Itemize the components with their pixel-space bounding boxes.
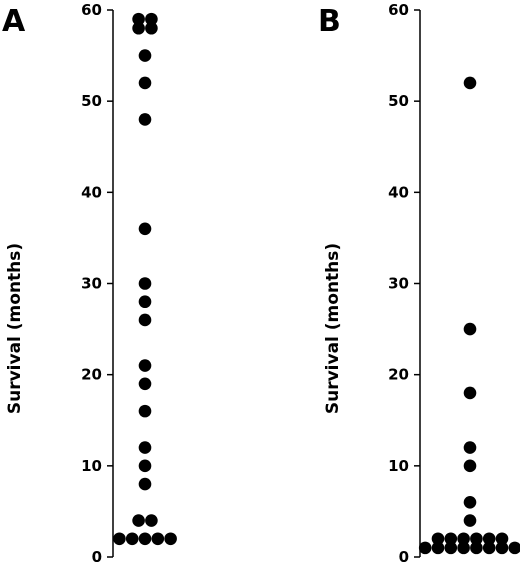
data-point [151, 532, 165, 546]
data-point [164, 532, 177, 546]
y-tick-label: 30 [388, 275, 409, 293]
y-tick-label: 0 [399, 548, 409, 566]
data-point [463, 496, 477, 509]
data-point [138, 477, 152, 491]
y-tick-label: 60 [81, 1, 102, 19]
data-point [138, 459, 152, 473]
data-point [463, 386, 477, 400]
data-point [138, 377, 152, 391]
data-point [457, 532, 470, 546]
y-axis-title: Survival (months) [5, 243, 25, 414]
y-tick-label: 50 [388, 92, 409, 110]
data-point [138, 222, 152, 236]
data-point [470, 532, 483, 546]
data-point [463, 441, 477, 454]
y-tick-label: 10 [81, 457, 102, 475]
panel-a: A 0 10 20 30 40 50 60 Survival (months) [2, 1, 177, 566]
data-point [138, 404, 152, 418]
data-point [444, 541, 458, 555]
panel-b: B 0 10 20 30 40 50 60 Survival (months) [318, 1, 520, 566]
data-point [145, 21, 158, 35]
data-point [431, 541, 445, 555]
y-tick-label: 20 [81, 366, 102, 384]
data-point [138, 359, 152, 372]
data-point [463, 76, 477, 90]
data-point [138, 295, 152, 309]
y-tick-label: 20 [388, 366, 409, 384]
y-tick-label: 0 [92, 548, 102, 566]
data-point [418, 541, 432, 555]
data-point [113, 532, 126, 546]
data-point [482, 532, 496, 546]
data-point [125, 532, 139, 546]
data-point [431, 532, 445, 546]
y-tick-label: 40 [81, 183, 102, 201]
data-point [463, 459, 477, 473]
data-point [132, 12, 145, 26]
data-point [138, 76, 152, 90]
data-point [463, 514, 477, 527]
y-tick-label: 50 [81, 92, 102, 110]
y-axis-title: Survival (months) [323, 243, 343, 414]
y-tick-label: 60 [388, 1, 409, 19]
data-point [132, 21, 145, 35]
data-point [482, 541, 496, 555]
data-point [470, 541, 483, 555]
data-point [444, 532, 458, 546]
y-tick-label: 30 [81, 275, 102, 293]
panel-letter: A [2, 4, 26, 39]
data-point [457, 541, 470, 555]
data-point [132, 514, 145, 527]
data-point [145, 514, 158, 527]
data-point [138, 532, 152, 546]
data-point [138, 49, 152, 62]
data-point [138, 277, 152, 290]
data-point [495, 541, 509, 555]
y-tick-label: 40 [388, 183, 409, 201]
y-tick-label: 10 [388, 457, 409, 475]
data-point [138, 313, 152, 327]
data-point [138, 441, 152, 454]
data-point [145, 12, 158, 26]
panel-letter: B [318, 4, 341, 39]
data-point [138, 113, 152, 126]
data-point [508, 541, 520, 555]
data-point [495, 532, 509, 546]
data-point [463, 322, 477, 336]
